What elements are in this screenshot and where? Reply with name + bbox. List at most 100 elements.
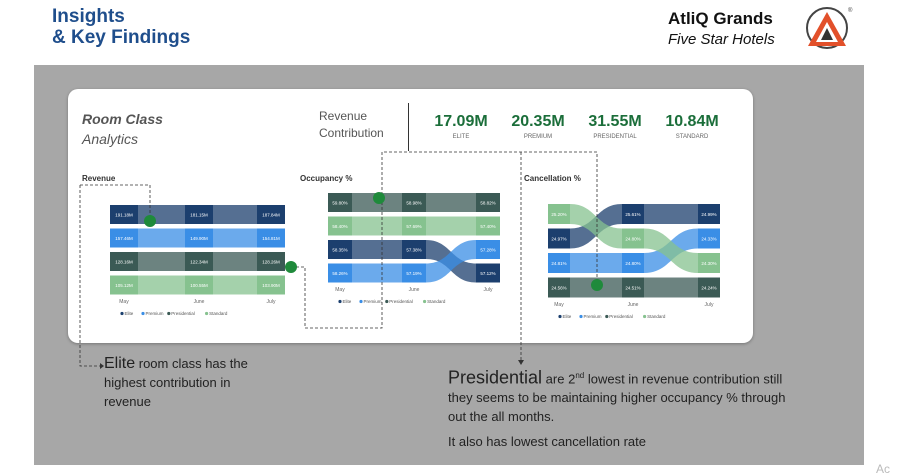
ribbon-standard bbox=[644, 228, 698, 273]
kpi-standard: 10.84M STANDARD bbox=[659, 113, 725, 140]
legend-label: Presidential bbox=[389, 299, 413, 304]
bar-premium bbox=[476, 240, 500, 259]
month-tick-label: May bbox=[335, 287, 345, 293]
bar-elite bbox=[185, 205, 213, 224]
elite-highlight: Elite bbox=[104, 355, 136, 372]
bar-standard bbox=[476, 216, 500, 236]
bar-presidential bbox=[110, 252, 138, 271]
brand-name: AtliQ Grands bbox=[668, 9, 773, 28]
legend-label: Premium bbox=[364, 299, 382, 304]
data-label: 57.38% bbox=[406, 248, 421, 253]
pres-finding-line3: out the all months. bbox=[448, 409, 555, 425]
ribbon-premium bbox=[138, 228, 185, 248]
bar-elite bbox=[110, 205, 138, 224]
presidential-finding: Presidential are 2nd lowest in revenue c… bbox=[448, 366, 785, 451]
kpi-label: STANDARD bbox=[675, 134, 709, 140]
kpi-value: 17.09M bbox=[434, 113, 488, 130]
legend-label: Elite bbox=[343, 299, 352, 304]
page-title-line1: Insights bbox=[52, 6, 125, 27]
ribbon-standard bbox=[352, 216, 402, 236]
ribbon-presidential bbox=[138, 252, 185, 271]
ribbon-standard bbox=[426, 216, 476, 236]
revenue-contribution-label: Revenue Contribution bbox=[319, 108, 384, 142]
legend-dot bbox=[205, 311, 209, 316]
month-tick-label: May bbox=[554, 302, 564, 308]
legend-dot bbox=[558, 314, 562, 319]
month-tick-label: July bbox=[705, 302, 714, 308]
bar-standard bbox=[548, 204, 570, 224]
legend-dot bbox=[605, 314, 609, 319]
legend-dot bbox=[643, 314, 647, 319]
svg-text:®: ® bbox=[848, 7, 853, 14]
ribbon-presidential bbox=[213, 252, 257, 271]
kpi-label: ELITE bbox=[452, 134, 470, 140]
data-label: 24.97% bbox=[551, 237, 566, 242]
data-label: 24.81% bbox=[551, 261, 566, 266]
bar-elite bbox=[548, 228, 570, 249]
bar-premium bbox=[185, 228, 213, 248]
bar-standard bbox=[110, 275, 138, 295]
bar-standard bbox=[185, 275, 213, 295]
data-label: 58.26% bbox=[332, 271, 347, 276]
elite-finding-line2: highest contribution in bbox=[104, 375, 231, 390]
elite-callout-arrow-line bbox=[79, 185, 100, 367]
legend-dot bbox=[423, 299, 427, 304]
data-label: 122.34M bbox=[190, 260, 208, 265]
bar-standard bbox=[402, 216, 426, 236]
data-label: 57.69% bbox=[406, 224, 421, 229]
elite-finding-line1: Elite room class has the bbox=[104, 354, 248, 373]
bar-presidential bbox=[328, 193, 352, 212]
data-label: 24.33% bbox=[701, 237, 716, 242]
data-label: 191.18M bbox=[115, 213, 133, 218]
month-tick-label: June bbox=[628, 302, 639, 308]
legend-dot bbox=[141, 311, 145, 316]
data-label: 100.55M bbox=[190, 283, 208, 288]
kpi-label: PREMIUM bbox=[523, 134, 553, 140]
legend-label: Presidential bbox=[171, 311, 195, 316]
kpi-elite: 17.09M ELITE bbox=[428, 113, 494, 140]
bar-premium bbox=[622, 253, 644, 273]
data-label: 24.80% bbox=[625, 237, 640, 242]
bar-premium bbox=[698, 228, 720, 249]
bar-elite bbox=[402, 240, 426, 259]
elite-arrow-head bbox=[100, 363, 104, 369]
presidential-highlight: Presidential bbox=[448, 367, 543, 388]
ribbon-premium bbox=[570, 253, 622, 273]
legend-label: Premium bbox=[584, 314, 602, 319]
ribbon-premium bbox=[213, 228, 257, 248]
ribbon-premium bbox=[352, 263, 402, 283]
revenue-contribution-line2: Contribution bbox=[319, 126, 384, 140]
brand-block: AtliQ Grands Five Star Hotels bbox=[668, 9, 798, 48]
pres-finding-line4: It also has lowest cancellation rate bbox=[448, 434, 646, 450]
data-label: 103.90M bbox=[262, 283, 280, 288]
legend-label: Standard bbox=[647, 314, 666, 319]
legend-dot bbox=[385, 299, 389, 304]
presidential-revenue-marker bbox=[285, 261, 297, 273]
data-label: 58.40% bbox=[332, 224, 347, 229]
ribbon-premium bbox=[426, 240, 476, 283]
kpi-presidential: 31.55M PRESIDENTIAL bbox=[582, 113, 648, 140]
data-label: 24.30% bbox=[701, 261, 716, 266]
elite-line1-rest: room class has the bbox=[135, 356, 248, 371]
legend-label: Standard bbox=[427, 299, 446, 304]
data-label: 58.82% bbox=[480, 201, 495, 206]
bar-premium bbox=[257, 228, 285, 248]
data-label: 24.56% bbox=[551, 286, 566, 291]
month-tick-label: June bbox=[409, 287, 420, 293]
ribbon-elite bbox=[352, 240, 402, 259]
room-class-analytics-title: Room Class Analytics bbox=[82, 109, 163, 149]
pres-finding-line2: they seems to be maintaining higher occu… bbox=[448, 390, 786, 406]
elite-finding-line3: revenue bbox=[104, 394, 151, 409]
bar-elite bbox=[257, 205, 285, 224]
kpi-premium: 20.35M PREMIUM bbox=[505, 113, 571, 140]
ribbon-elite bbox=[213, 205, 257, 224]
data-label: 25.61% bbox=[625, 212, 640, 217]
legend-label: Standard bbox=[209, 311, 228, 316]
presidential-arrow-head bbox=[518, 360, 524, 365]
cancellation-chart-title: Cancellation % bbox=[524, 174, 581, 183]
elite-callout-dashes bbox=[80, 184, 151, 221]
legend-dot bbox=[120, 311, 124, 316]
data-label: 24.51% bbox=[625, 286, 640, 291]
kpi-label: PRESIDENTIAL bbox=[593, 134, 637, 140]
